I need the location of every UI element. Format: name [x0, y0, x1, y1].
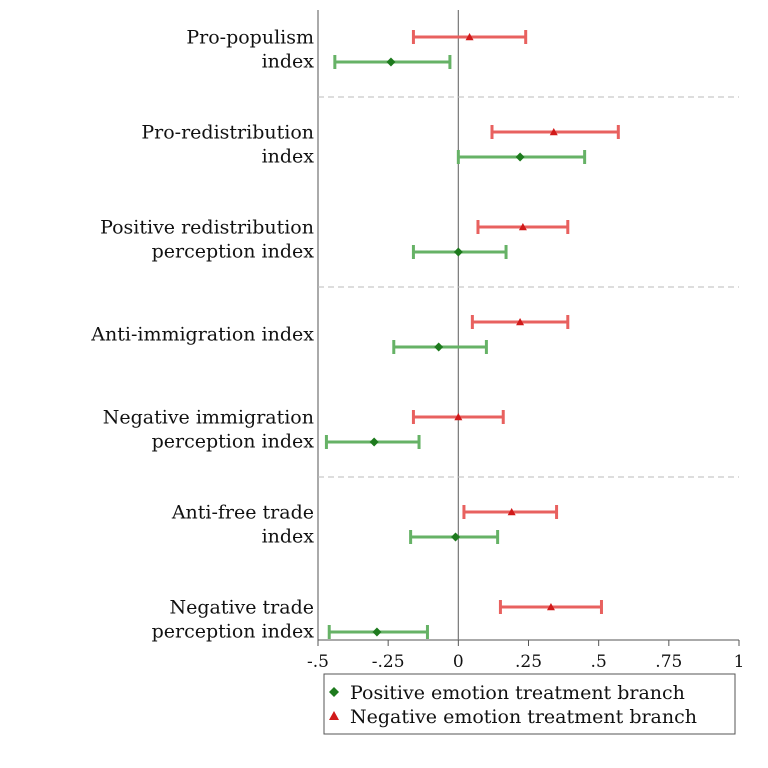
positive-point	[369, 437, 379, 447]
category-label: Pro-populism index	[186, 27, 314, 73]
category-label-line: Pro-redistribution	[141, 122, 314, 144]
negative-point	[518, 223, 527, 231]
category-label-line: Pro-populism	[186, 27, 314, 49]
category-label-line: Negative immigration	[103, 407, 314, 429]
legend-triangle-icon	[329, 711, 339, 720]
negative-point	[516, 318, 525, 326]
negative-point	[546, 603, 555, 611]
positive-point	[451, 532, 461, 542]
legend-diamond-icon	[329, 687, 339, 697]
x-tick-label: .75	[655, 652, 682, 672]
legend-label: Positive emotion treatment branch	[350, 682, 685, 704]
x-tick-label: .25	[515, 652, 542, 672]
legend-label: Negative emotion treatment branch	[350, 706, 697, 728]
positive-point	[372, 627, 382, 637]
category-label-line: Negative trade	[169, 597, 314, 619]
category-label-line: index	[262, 51, 315, 73]
x-tick-label: -.25	[372, 652, 405, 672]
negative-point	[507, 508, 516, 516]
category-label-line: index	[262, 146, 315, 168]
positive-point	[515, 152, 525, 162]
legend: Positive emotion treatment branchNegativ…	[323, 673, 736, 735]
category-label: Pro-redistribution index	[141, 122, 314, 168]
category-label-line: Anti-free trade	[171, 502, 314, 524]
legend-box	[323, 673, 736, 735]
x-tick-label: 0	[453, 652, 464, 672]
category-label-line: perception index	[152, 621, 315, 643]
negative-point	[549, 128, 558, 136]
category-label: Anti-free trade index	[171, 502, 314, 548]
category-label-line: Anti-immigration index	[90, 324, 314, 346]
positive-point	[386, 57, 396, 67]
category-label-line: index	[262, 526, 315, 548]
category-label: Negative immigration perception index	[103, 407, 315, 453]
category-label-line: Positive redistribution	[100, 217, 314, 239]
category-label-line: perception index	[152, 431, 315, 453]
negative-point	[454, 413, 463, 421]
x-tick-label: .5	[591, 652, 607, 672]
category-label-line: perception index	[152, 241, 315, 263]
category-label: Negative trade perception index	[152, 597, 315, 643]
category-label: Anti-immigration index	[90, 324, 314, 346]
x-tick-label: -.5	[307, 652, 329, 672]
positive-point	[434, 342, 444, 352]
x-tick-label: 1	[734, 652, 745, 672]
category-label: Positive redistribution perception index	[100, 217, 314, 263]
negative-point	[465, 33, 474, 41]
positive-point	[453, 247, 463, 257]
